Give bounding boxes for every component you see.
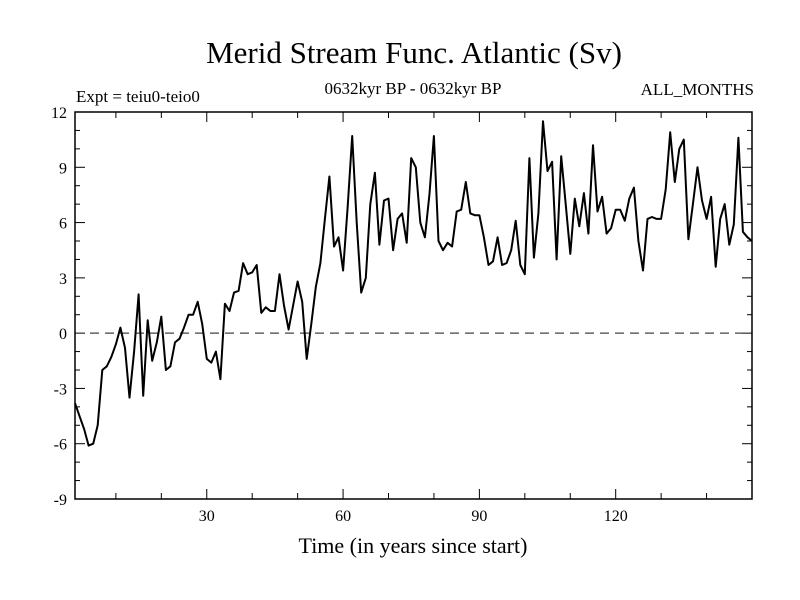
period-label: 0632kyr BP - 0632kyr BP: [325, 79, 502, 98]
x-tick-label: 90: [471, 508, 487, 525]
y-tick-label: 3: [59, 271, 67, 288]
x-tick-label: 60: [335, 508, 351, 525]
months-label: ALL_MONTHS: [641, 80, 754, 99]
x-axis-label: Time (in years since start): [299, 533, 528, 558]
y-tick-label: 12: [51, 105, 67, 122]
y-tick-label: 6: [59, 216, 67, 233]
y-tick-label: -9: [54, 492, 67, 509]
y-tick-label: 0: [59, 326, 67, 343]
y-tick-labels: -9 -6 -3 0 3 6 9 12: [51, 105, 67, 509]
x-tick-label: 30: [199, 508, 215, 525]
experiment-label: Expt = teiu0-teio0: [76, 87, 200, 106]
plot-frame: [74, 111, 753, 500]
axis-ticks: [75, 111, 752, 500]
x-tick-labels: 30 60 90 120: [199, 508, 628, 525]
y-tick-label: -6: [54, 437, 67, 454]
data-series-line: [74, 120, 753, 447]
y-tick-label: -3: [54, 381, 67, 398]
y-tick-label: 9: [59, 160, 67, 177]
x-tick-label: 120: [604, 508, 628, 525]
chart-title: Merid Stream Func. Atlantic (Sv): [206, 35, 622, 70]
